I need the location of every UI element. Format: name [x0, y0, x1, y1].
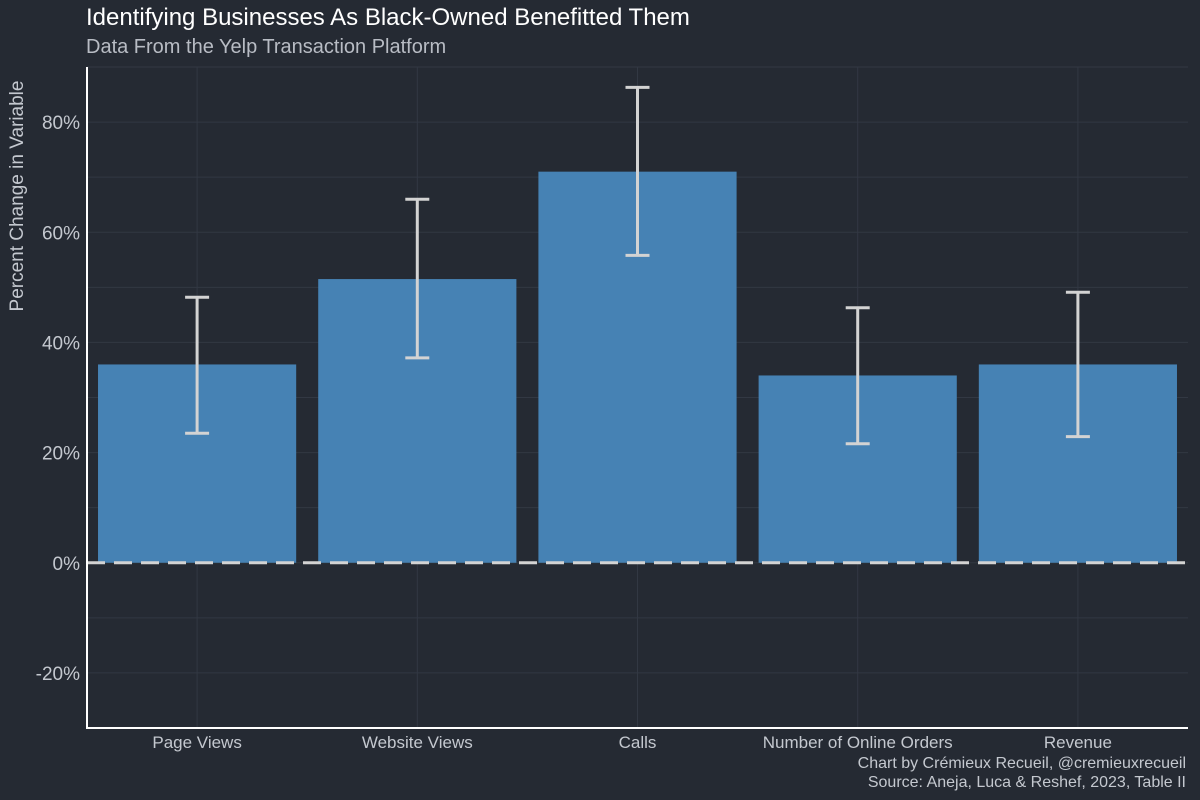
x-tick-label: Number of Online Orders [763, 733, 953, 752]
x-tick-labels: Page Views Website Views Calls Number of On… [152, 733, 1112, 752]
y-tick-label: -20% [36, 664, 80, 685]
y-tick-label: 0% [53, 554, 81, 575]
chart-title: Identifying Businesses As Black-Owned Be… [86, 4, 690, 31]
caption-author: Chart by Crémieux Recueil, @cremieuxrecu… [857, 755, 1186, 772]
axes [86, 67, 1188, 729]
chart-subtitle: Data From the Yelp Transaction Platform [86, 36, 447, 58]
caption-source: Source: Aneja, Luca & Reshef, 2023, Tabl… [867, 774, 1186, 791]
x-tick-label: Page Views [152, 733, 241, 752]
x-tick-label: Website Views [362, 733, 473, 752]
error-bars [185, 85, 1090, 446]
x-tick-label: Calls [619, 733, 657, 752]
x-tick-label: Revenue [1044, 733, 1112, 752]
bars [98, 171, 1177, 563]
y-tick-label: 40% [42, 333, 80, 354]
y-tick-label: 20% [42, 444, 80, 465]
y-tick-label: 60% [42, 223, 80, 244]
y-tick-label: 80% [42, 113, 80, 134]
y-tick-labels: -20% 0% 20% 40% 60% 80% [36, 113, 80, 685]
